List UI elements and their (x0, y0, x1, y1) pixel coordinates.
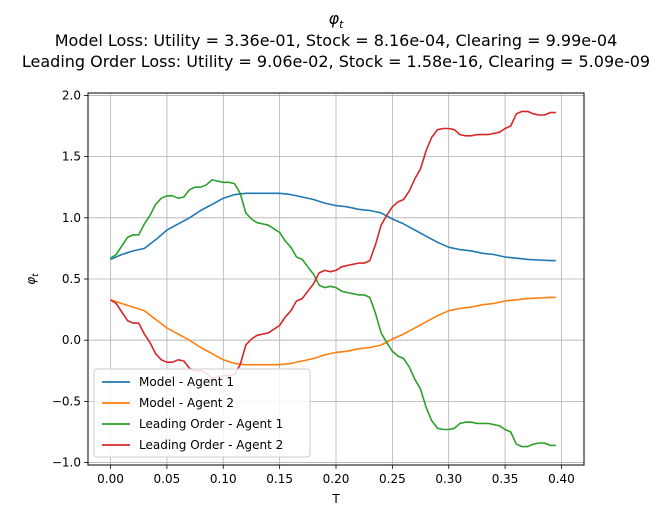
x-tick-label: 0.00 (97, 472, 124, 486)
chart-title-symbol: φ (329, 9, 340, 28)
subtitle-model-loss: Model Loss: Utility = 3.36e-01, Stock = … (55, 31, 618, 50)
x-axis-label: T (331, 492, 340, 506)
chart-title: φt (329, 9, 345, 31)
y-axis-label-subscript: t (31, 273, 41, 277)
x-tick-label: 0.40 (548, 472, 575, 486)
series-line-4 (110, 110, 556, 379)
chart-title-subscript: t (339, 18, 344, 31)
y-tick-label: 1.0 (62, 211, 81, 225)
legend-label: Leading Order - Agent 2 (139, 438, 283, 452)
legend-label: Model - Agent 2 (139, 396, 234, 410)
y-tick-label: 0.5 (62, 272, 81, 286)
legend-label: Model - Agent 1 (139, 375, 234, 389)
legend-box (93, 368, 311, 458)
x-tick-label: 0.10 (210, 472, 237, 486)
y-axis-ticks: −1.0 −0.5 0.0 0.5 1.0 1.5 2.0 (52, 88, 88, 470)
series-layer (110, 110, 556, 448)
y-tick-label: 2.0 (62, 88, 81, 102)
x-tick-label: 0.15 (266, 472, 293, 486)
y-tick-label: 0.0 (62, 333, 81, 347)
series-line-1 (110, 192, 556, 262)
x-tick-label: 0.30 (435, 472, 462, 486)
y-axis-label-symbol: φ (24, 277, 38, 285)
legend: Model - Agent 1 Model - Agent 2 Leading Or… (93, 368, 311, 458)
series-line-3 (110, 179, 556, 448)
x-axis-ticks: 0.00 0.05 0.10 0.15 0.20 0.25 0.30 0.35 0.40 (97, 465, 575, 486)
x-tick-label: 0.35 (492, 472, 519, 486)
subtitle-leading-order-loss: Leading Order Loss: Utility = 9.06e-02, … (22, 52, 650, 71)
y-tick-label: −1.0 (52, 456, 81, 470)
y-tick-label: −0.5 (52, 394, 81, 408)
legend-label: Leading Order - Agent 1 (139, 417, 283, 431)
series-line-2 (110, 296, 556, 366)
x-tick-label: 0.25 (379, 472, 406, 486)
y-axis-label: φt (24, 273, 41, 285)
x-tick-label: 0.05 (154, 472, 181, 486)
y-tick-label: 1.5 (62, 150, 81, 164)
x-tick-label: 0.20 (323, 472, 350, 486)
